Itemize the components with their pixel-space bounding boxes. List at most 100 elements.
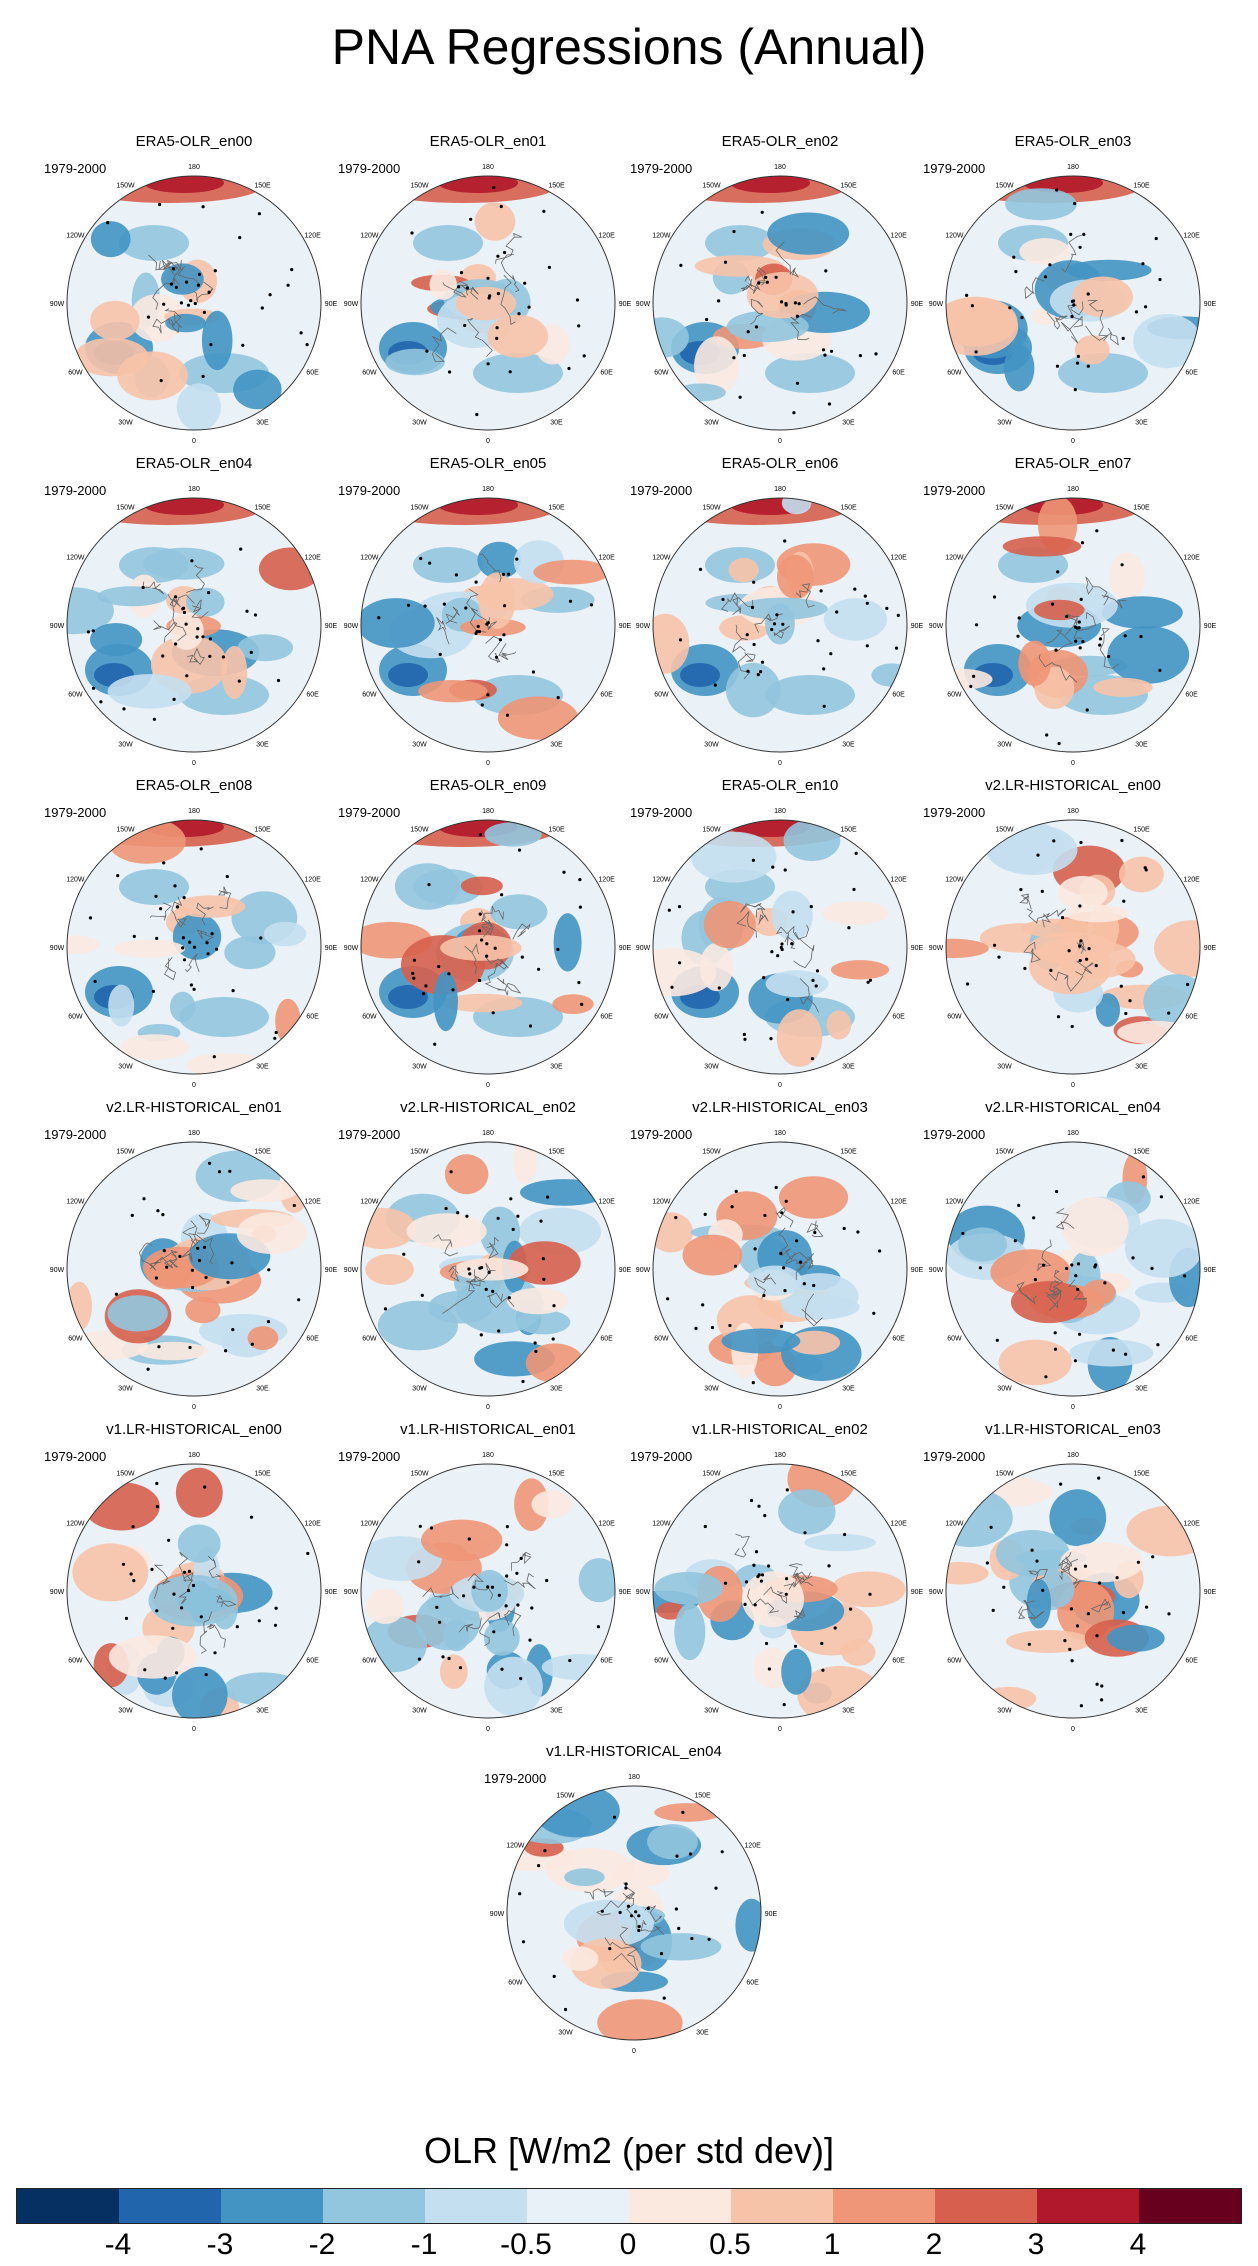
polar-map: 180 150E 120E 90E 60E 30E 0 30W 60W 90W 120W 150W <box>636 808 924 1087</box>
lon-label: 90E <box>325 945 338 952</box>
lon-label: 150W <box>116 826 135 833</box>
colorbar-box <box>425 2189 527 2223</box>
lon-label: 180 <box>482 1452 494 1459</box>
lon-label: 120E <box>744 1843 761 1850</box>
anomaly-contour <box>107 674 192 709</box>
lon-label: 180 <box>774 808 786 815</box>
panel-title: ERA5-OLR_en01 <box>429 133 547 150</box>
lon-label: 120E <box>1183 555 1200 562</box>
map-panel: ERA5-OLR_en08 1979-2000 180 150E 120E 90E 60E 3… <box>44 777 344 1087</box>
lon-label: 60E <box>892 1658 905 1665</box>
lon-label: 90E <box>911 1267 924 1274</box>
lon-label: 90W <box>50 945 65 952</box>
panel-period: 1979-2000 <box>44 483 107 498</box>
lon-label: 30W <box>704 742 719 749</box>
lon-label: 60E <box>306 1658 319 1665</box>
lon-label: 30E <box>550 420 563 427</box>
lon-label: 150W <box>702 504 721 511</box>
anomaly-contour <box>443 1619 470 1652</box>
panel-period: 1979-2000 <box>44 1127 107 1142</box>
anomaly-contour <box>765 970 829 998</box>
map-panel: v1.LR-HISTORICAL_en02 1979-2000 180 150E 120… <box>630 1421 930 1731</box>
lon-label: 180 <box>1067 486 1079 493</box>
lon-label: 30W <box>704 1064 719 1071</box>
lon-label: 30E <box>550 1708 563 1715</box>
coastlines <box>1018 1552 1112 1620</box>
panel-grid: ERA5-OLR_en00 1979-2000 180 150E 120E 90E 60E 3… <box>44 133 1223 2053</box>
panel-period: 1979-2000 <box>630 1127 693 1142</box>
significance-stipples <box>86 547 281 721</box>
coastlines <box>422 1551 536 1647</box>
lon-label: 60W <box>654 1658 669 1665</box>
anomaly-contour <box>553 913 582 972</box>
panel-title: v2.LR-HISTORICAL_en01 <box>106 1099 282 1116</box>
polar-map: 180 150E 120E 90E 60E 30E 0 30W 60W 90W 120W 150W <box>929 1452 1217 1731</box>
lon-label: 60E <box>1185 692 1198 699</box>
lon-label: 180 <box>1067 808 1079 815</box>
anomaly-contour <box>514 1478 549 1531</box>
significance-stipples <box>417 1524 600 1681</box>
anomaly-contour <box>1107 1624 1165 1652</box>
lon-label: 60W <box>947 692 962 699</box>
panel-period: 1979-2000 <box>923 1127 986 1142</box>
lon-label: 120W <box>945 233 964 240</box>
lon-label: 0 <box>1071 1082 1075 1087</box>
anomaly-contour <box>443 993 523 1013</box>
lon-label: 150W <box>410 182 429 189</box>
significance-stipples <box>411 833 584 1046</box>
lon-label: 180 <box>188 486 200 493</box>
anomaly-contour <box>388 985 428 1009</box>
lon-label: 0 <box>192 1082 196 1087</box>
coastlines <box>741 241 847 341</box>
lon-label: 30E <box>842 1064 855 1071</box>
lon-label: 30E <box>256 742 269 749</box>
anomaly-contour <box>439 1654 468 1689</box>
significance-stipples <box>703 1488 872 1707</box>
lon-label: 0 <box>1071 1404 1075 1409</box>
anomaly-contour <box>483 1619 520 1656</box>
lon-label: 150E <box>1133 826 1150 833</box>
colorbar-box <box>731 2189 833 2223</box>
lon-label: 30E <box>842 1708 855 1715</box>
lon-label: 180 <box>482 1130 494 1137</box>
anomaly-contour <box>1061 1197 1129 1257</box>
panel-period: 1979-2000 <box>338 483 401 498</box>
anomaly-contour <box>781 1648 812 1695</box>
anomaly-contour <box>552 994 594 1014</box>
anomaly-contour <box>1093 677 1153 697</box>
anomaly-contour <box>453 1258 529 1281</box>
anomaly-contour <box>185 1297 221 1324</box>
anomaly-contour <box>263 921 307 947</box>
anomaly-contour <box>613 1860 670 1887</box>
lon-label: 60W <box>68 692 83 699</box>
lon-label: 150E <box>840 504 857 511</box>
colorbar-box <box>221 2189 323 2223</box>
lon-label: 150W <box>410 504 429 511</box>
map-panel: ERA5-OLR_en06 1979-2000 180 150E 120E 90E 60E 3… <box>630 455 930 765</box>
anomaly-contour <box>119 225 189 261</box>
lon-label: 60W <box>68 1014 83 1021</box>
map-panel: ERA5-OLR_en03 1979-2000 180 150E 120E 90E 60E 3… <box>923 133 1223 443</box>
polar-map: 180 150E 120E 90E 60E 30E 0 30W 60W 90W 120W 150W <box>636 1130 924 1409</box>
anomaly-contour <box>1019 238 1071 265</box>
anomaly-contour <box>365 1254 414 1285</box>
significance-stipples <box>965 188 1162 392</box>
anomaly-contour <box>72 1543 149 1602</box>
anomaly-contour <box>998 1339 1072 1386</box>
lon-label: 90W <box>636 301 651 308</box>
anomaly-contour <box>735 1898 761 1952</box>
panel-title: v1.LR-HISTORICAL_en00 <box>106 1421 282 1438</box>
lon-label: 120E <box>598 555 615 562</box>
map-panel: v1.LR-HISTORICAL_en04 1979-2000 180 150E 120… <box>484 1743 784 2053</box>
coastlines <box>431 232 523 362</box>
anomaly-contour <box>1010 1281 1088 1324</box>
significance-stipples <box>667 851 872 1061</box>
lon-label: 120E <box>598 877 615 884</box>
anomaly-contour <box>737 597 828 620</box>
anomaly-contour <box>841 1639 876 1666</box>
lon-label: 0 <box>192 1726 196 1731</box>
lon-label: 60W <box>68 1658 83 1665</box>
lon-label: 0 <box>1071 438 1075 443</box>
lon-label: 30W <box>412 742 427 749</box>
panel-period: 1979-2000 <box>44 1449 107 1464</box>
